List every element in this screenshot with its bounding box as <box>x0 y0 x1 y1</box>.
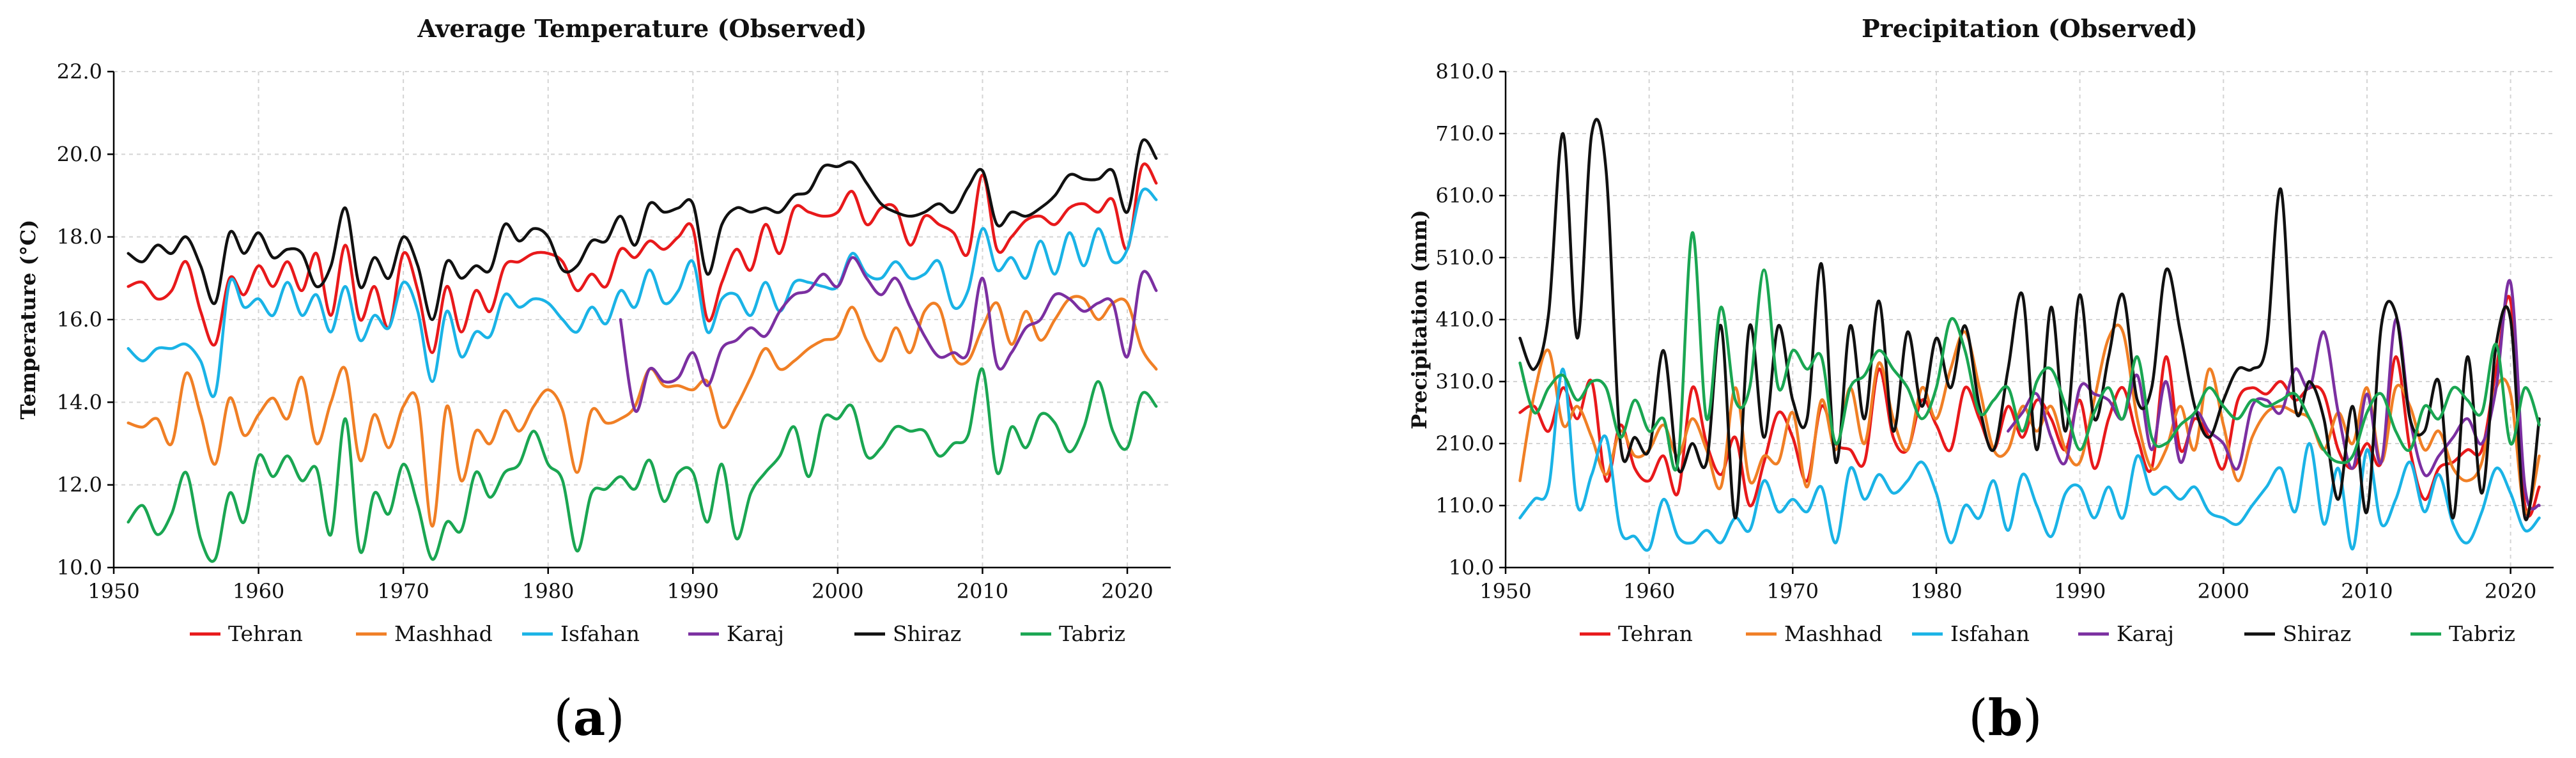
y-tick-label: 14.0 <box>57 390 102 414</box>
x-tick-label: 2000 <box>812 579 863 603</box>
precipitation-legend: Tehran Mashhad Isfahan Karaj Shiraz Tabriz <box>1580 621 2515 646</box>
y-tick-label: 610.0 <box>1435 183 1494 208</box>
temperature-chart: Average Temperature (Observed) Temperatu… <box>16 14 1171 747</box>
legend-label-shiraz: Shiraz <box>893 621 961 646</box>
precipitation-y-axis-label: Precipitation (mm) <box>1407 210 1431 429</box>
temperature-y-axis-label: Temperature (°C) <box>16 220 40 420</box>
temperature-x-ticks: 1950 1960 1970 1980 1990 2000 2010 2020 <box>88 72 1171 603</box>
y-tick-label: 310.0 <box>1435 369 1494 394</box>
temperature-series-tabriz <box>127 367 1158 563</box>
temperature-chart-title: Average Temperature (Observed) <box>417 14 867 43</box>
x-tick-label: 2000 <box>2198 579 2249 603</box>
y-tick-label: 20.0 <box>57 142 102 166</box>
panel-label-b-letter: b <box>1988 689 2023 747</box>
panel-label-a-close: ) <box>605 690 624 747</box>
precipitation-series <box>1518 118 2541 552</box>
precipitation-chart: Precipitation (Observed) Precipitation (… <box>1407 14 2554 747</box>
temperature-legend: Tehran Mashhad Isfahan Karaj Shiraz Tabriz <box>190 621 1125 646</box>
x-tick-label: 2020 <box>1101 579 1153 603</box>
x-tick-label: 1950 <box>1479 579 1531 603</box>
y-tick-label: 210.0 <box>1435 431 1494 456</box>
x-tick-label: 2010 <box>2341 579 2393 603</box>
x-tick-label: 1980 <box>522 579 574 603</box>
temperature-series-shiraz <box>127 138 1158 321</box>
panel-label-a-letter: a <box>573 689 606 747</box>
temperature-series-mashhad <box>127 295 1158 528</box>
legend-label-isfahan: Isfahan <box>560 621 640 646</box>
legend-label-mashhad: Mashhad <box>394 621 493 646</box>
x-tick-label: 2010 <box>957 579 1008 603</box>
precipitation-series-tabriz <box>1518 231 2541 472</box>
x-tick-label: 1970 <box>1767 579 1819 603</box>
y-tick-label: 810.0 <box>1435 59 1494 84</box>
precipitation-x-ticks: 1950 1960 1970 1980 1990 2000 2010 2020 <box>1479 72 2554 603</box>
legend-label-tehran: Tehran <box>1618 621 1693 646</box>
y-tick-label: 10.0 <box>1449 555 1494 580</box>
temperature-series-karaj <box>619 256 1158 414</box>
y-tick-label: 22.0 <box>57 59 102 84</box>
panel-label-a: (a) <box>553 689 624 747</box>
y-tick-label: 710.0 <box>1435 121 1494 146</box>
y-tick-label: 410.0 <box>1435 307 1494 332</box>
legend-label-tehran: Tehran <box>228 621 303 646</box>
temperature-series-isfahan <box>127 187 1158 398</box>
temperature-y-ticks: 10.0 12.0 14.0 16.0 18.0 20.0 22.0 <box>57 59 114 580</box>
panel-label-b-open: ( <box>1968 690 1987 747</box>
panel-label-b: (b) <box>1968 689 2042 747</box>
precipitation-series-shiraz <box>1518 118 2541 522</box>
x-tick-label: 2020 <box>2485 579 2536 603</box>
y-tick-label: 510.0 <box>1435 245 1494 270</box>
x-tick-label: 1960 <box>1623 579 1675 603</box>
legend-label-isfahan: Isfahan <box>1950 621 2030 646</box>
precipitation-series-karaj <box>2007 279 2541 511</box>
y-tick-label: 16.0 <box>57 307 102 332</box>
y-tick-label: 110.0 <box>1435 493 1494 518</box>
y-tick-label: 10.0 <box>57 555 102 580</box>
x-tick-label: 1980 <box>1910 579 1962 603</box>
temperature-grid <box>114 71 1171 568</box>
x-tick-label: 1950 <box>88 579 139 603</box>
temperature-series-tehran <box>127 162 1158 354</box>
panel-label-b-close: ) <box>2023 690 2042 747</box>
legend-label-tabriz: Tabriz <box>2449 621 2515 646</box>
temperature-series <box>127 138 1158 563</box>
legend-label-karaj: Karaj <box>727 621 784 646</box>
legend-label-shiraz: Shiraz <box>2283 621 2351 646</box>
y-tick-label: 18.0 <box>57 225 102 249</box>
x-tick-label: 1990 <box>667 579 719 603</box>
precipitation-chart-title: Precipitation (Observed) <box>1862 14 2198 43</box>
y-tick-label: 12.0 <box>57 473 102 497</box>
panel-label-a-open: ( <box>553 690 573 747</box>
legend-label-karaj: Karaj <box>2117 621 2174 646</box>
x-tick-label: 1960 <box>233 579 284 603</box>
legend-label-tabriz: Tabriz <box>1059 621 1125 646</box>
legend-label-mashhad: Mashhad <box>1784 621 1883 646</box>
precipitation-series-isfahan <box>1518 367 2541 552</box>
x-tick-label: 1970 <box>377 579 429 603</box>
x-tick-label: 1990 <box>2054 579 2106 603</box>
precipitation-y-ticks: 10.0 110.0 210.0 310.0 410.0 510.0 610.0 710.0 8… <box>1435 59 1506 580</box>
